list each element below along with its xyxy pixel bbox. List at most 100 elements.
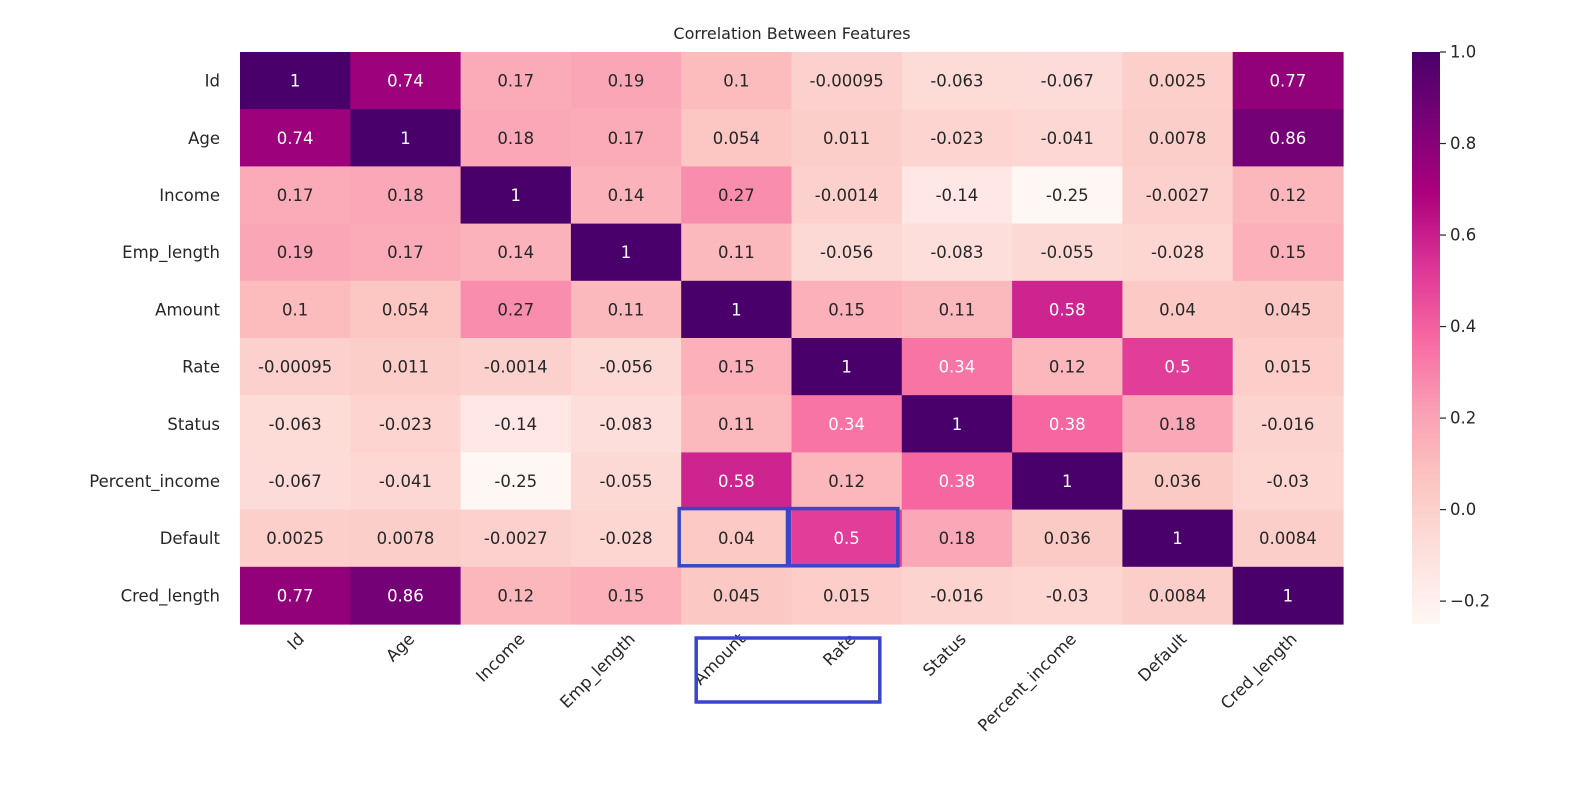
cell-value-label: -0.03: [1046, 586, 1089, 605]
cell-value-label: 0.19: [277, 243, 314, 262]
cell-value-label: 0.27: [718, 186, 755, 205]
heatmap-cell: [460, 395, 572, 453]
cell-value-label: 0.04: [718, 529, 755, 548]
cell-value-label: 0.86: [387, 586, 424, 605]
heatmap-cell: [791, 52, 903, 110]
cell-value-label: -0.14: [936, 186, 979, 205]
heatmap-cell: [350, 509, 462, 568]
cell-value-label: 0.15: [1269, 243, 1306, 262]
cell-value-label: 0.036: [1044, 529, 1091, 548]
cell-value-label: -0.041: [379, 472, 432, 491]
heatmap-cell: [791, 509, 903, 568]
heatmap-cell: [1122, 280, 1234, 339]
y-axis-labels: Id Age Income Emp_length Amount Rate Status Per…: [89, 72, 220, 607]
x-tick-label: Emp_length: [556, 629, 639, 712]
heatmap-cell: [460, 223, 572, 282]
heatmap-cell: [791, 452, 903, 511]
cell-value-label: 0.12: [497, 586, 534, 605]
colorbar-tick-label: 0.2: [1450, 409, 1476, 428]
heatmap-cell: [460, 338, 572, 396]
cell-value-label: 0.15: [608, 586, 645, 605]
cell-value-label: -0.063: [269, 415, 322, 434]
cell-value-label: 1: [290, 72, 301, 91]
heatmap-cell: [901, 338, 1013, 396]
heatmap-cell: [1122, 452, 1234, 511]
cell-value-label: -0.063: [930, 72, 983, 91]
cell-value-label: -0.0027: [484, 529, 548, 548]
cell-value-label: -0.0014: [815, 186, 879, 205]
cell-value-label: 0.0078: [1149, 129, 1207, 148]
cell-value-label: 0.34: [828, 415, 865, 434]
heatmap-cell: [240, 280, 351, 339]
cell-value-label: 0.27: [497, 300, 534, 319]
heatmap-cell: [350, 395, 462, 453]
heatmap-cell: [901, 509, 1013, 568]
cell-value-label: 0.19: [608, 72, 645, 91]
highlight-label-box: [694, 636, 882, 704]
cell-value-label: -0.083: [599, 415, 652, 434]
cell-value-label: 0.58: [1049, 300, 1086, 319]
cell-value-label: -0.25: [494, 472, 537, 491]
heatmap-cell: [570, 509, 682, 568]
y-tick-label: Emp_length: [122, 243, 220, 263]
x-tick-label: Income: [472, 629, 528, 685]
heatmap-cell: [570, 566, 682, 625]
heatmap-cell: [460, 280, 572, 339]
cell-value-label: -0.056: [820, 243, 873, 262]
cell-value-label: 0.18: [497, 129, 534, 148]
colorbar-tick-label: 0.8: [1450, 134, 1476, 153]
heatmap-cell: [791, 109, 903, 167]
cell-value-label: 0.17: [277, 186, 314, 205]
heatmap-cell: [1232, 52, 1344, 110]
cell-value-label: 0.5: [1164, 358, 1190, 377]
highlight-boxes: [677, 506, 900, 704]
cell-value-label: 0.045: [713, 586, 760, 605]
heatmap-cell: [350, 109, 462, 167]
y-tick-label: Amount: [155, 300, 220, 319]
heatmap-cell: [1012, 52, 1123, 110]
heatmap-cell: [1122, 338, 1234, 396]
heatmap-cell: [1232, 452, 1344, 511]
cell-value-label: -0.028: [1151, 243, 1204, 262]
heatmap-cell: [350, 223, 462, 282]
heatmap-cell: [791, 280, 903, 339]
heatmap-cell: [570, 338, 682, 396]
x-tick-label: Default: [1134, 629, 1190, 685]
heatmap-cell: [460, 109, 572, 167]
y-tick-label: Status: [167, 415, 220, 434]
colorbar-tick-label: 0.6: [1450, 226, 1476, 245]
x-tick-label: Age: [382, 629, 418, 665]
cell-value-label: -0.00095: [810, 72, 884, 91]
heatmap-cell: [791, 338, 903, 396]
cell-value-label: 0.74: [277, 129, 314, 148]
heatmap-cell: [1012, 566, 1123, 625]
heatmap-cell: [681, 566, 793, 625]
cell-value-label: -0.041: [1041, 129, 1094, 148]
cell-value-label: 0.18: [939, 529, 976, 548]
y-tick-label: Cred_length: [121, 586, 220, 606]
cell-value-label: -0.25: [1046, 186, 1089, 205]
heatmap-cell: [1012, 166, 1123, 225]
cell-value-label: 1: [731, 300, 742, 319]
cell-value-label: -0.03: [1266, 472, 1309, 491]
cell-value-label: 0.0025: [266, 529, 324, 548]
heatmap-cell: [901, 52, 1013, 110]
heatmap-cell: [681, 109, 793, 167]
heatmap-cell: [1122, 395, 1234, 453]
heatmap-cell: [460, 566, 572, 625]
cell-value-label: 0.5: [834, 529, 860, 548]
heatmap-cells: 1 0.74 0.17 0.19 0.1 -0.00095 -0.063 -0.067 0.00…: [240, 52, 1344, 625]
heatmap-cell: [570, 109, 682, 167]
highlight-cell-box: [787, 506, 900, 568]
cell-value-label: -0.067: [269, 472, 322, 491]
heatmap-cell: [681, 166, 793, 225]
heatmap-cell: [681, 338, 793, 396]
cell-value-label: 0.14: [497, 243, 534, 262]
cell-value-label: 0.011: [823, 129, 870, 148]
cell-value-label: -0.083: [930, 243, 983, 262]
heatmap-cell: [681, 395, 793, 453]
heatmap-cell: [901, 280, 1013, 339]
heatmap-cell: [901, 566, 1013, 625]
cell-value-label: 0.15: [718, 358, 755, 377]
